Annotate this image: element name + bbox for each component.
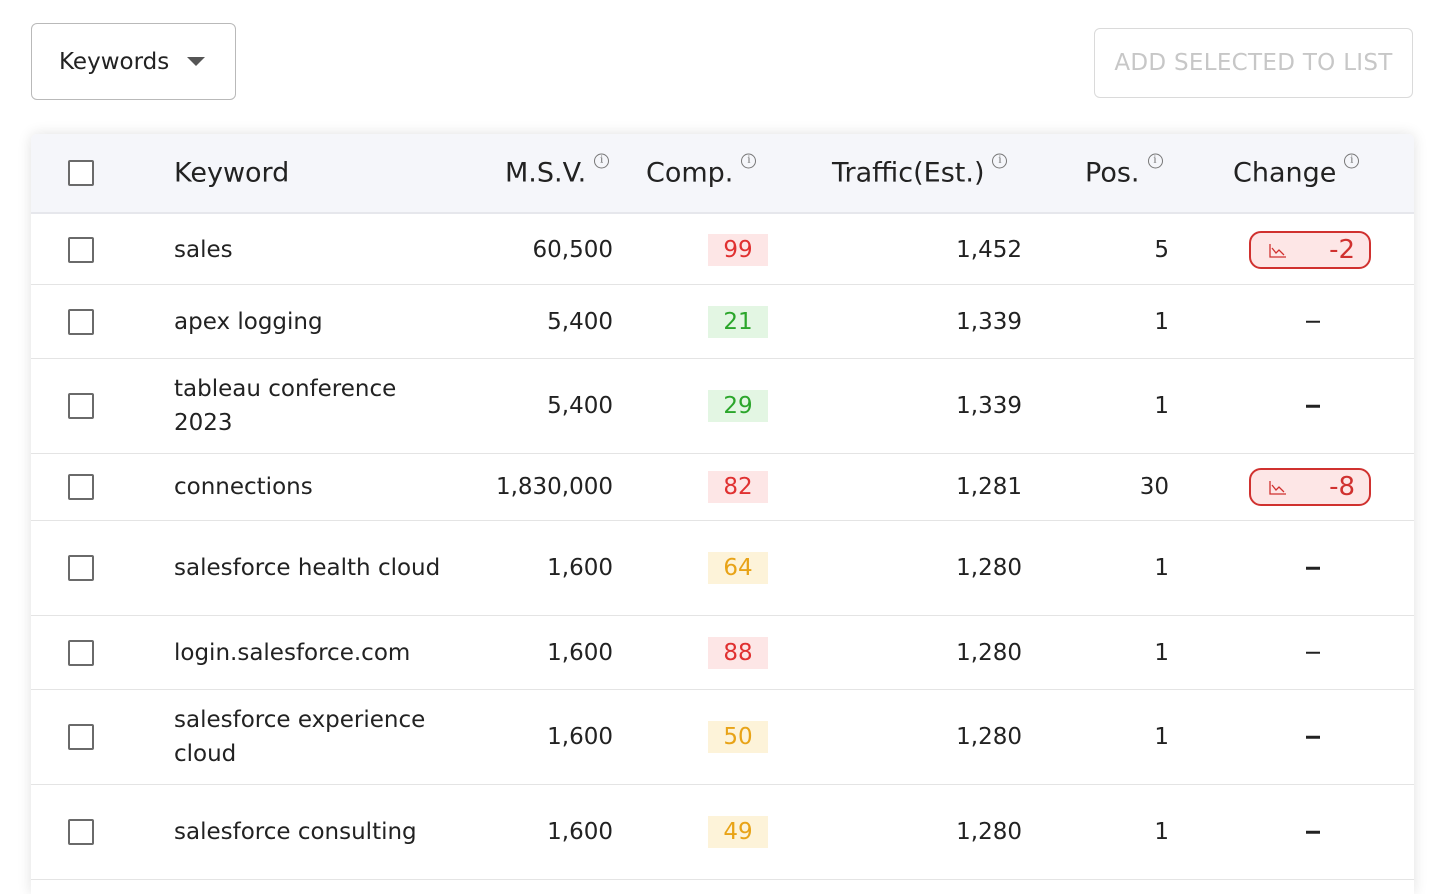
header-msv-label: M.S.V. bbox=[505, 157, 587, 189]
change-badge: -2 bbox=[1249, 231, 1371, 269]
traffic-cell: 1,280 bbox=[956, 724, 1022, 750]
info-icon[interactable]: i bbox=[741, 153, 757, 169]
info-icon[interactable]: i bbox=[1147, 153, 1163, 169]
keyword-cell[interactable]: login.salesforce.com bbox=[174, 639, 411, 666]
no-change-dash bbox=[1306, 830, 1320, 834]
position-cell: 5 bbox=[1154, 237, 1169, 263]
keyword-cell[interactable]: salesforce health cloud bbox=[174, 555, 441, 581]
no-change-dash bbox=[1306, 735, 1320, 739]
no-change-dash bbox=[1306, 320, 1320, 323]
keyword-cell[interactable]: tableau conference 2023 bbox=[174, 376, 397, 436]
header-comp[interactable]: Comp. i bbox=[646, 153, 757, 189]
traffic-cell: 1,280 bbox=[956, 819, 1022, 845]
add-selected-to-list-button[interactable]: ADD SELECTED TO LIST bbox=[1094, 28, 1413, 98]
row-checkbox[interactable] bbox=[68, 555, 94, 581]
position-cell: 1 bbox=[1154, 308, 1169, 335]
no-change-dash bbox=[1306, 566, 1320, 570]
info-icon[interactable]: i bbox=[992, 153, 1008, 169]
row-checkbox[interactable] bbox=[68, 819, 94, 845]
dropdown-label: Keywords bbox=[59, 48, 170, 75]
position-cell: 30 bbox=[1139, 474, 1169, 500]
table-header: Keyword M.S.V. i Comp. i Traffic(Est.) i… bbox=[31, 134, 1414, 214]
header-pos[interactable]: Pos. i bbox=[1085, 153, 1163, 189]
comp-badge: 88 bbox=[708, 636, 768, 669]
msv-cell: 1,600 bbox=[547, 819, 613, 845]
msv-cell: 60,500 bbox=[532, 237, 613, 263]
header-pos-label: Pos. bbox=[1085, 157, 1140, 189]
row-checkbox[interactable] bbox=[68, 393, 94, 419]
caret-down-icon bbox=[187, 57, 206, 66]
comp-badge: 49 bbox=[708, 816, 768, 848]
change-value: -8 bbox=[1329, 472, 1355, 502]
keyword-cell[interactable]: salesforce experience cloud bbox=[174, 707, 426, 767]
comp-badge: 50 bbox=[708, 721, 768, 753]
keyword-cell[interactable]: connections bbox=[174, 474, 313, 500]
table-row[interactable]: sales 60,500 99 1,452 5 -2 bbox=[31, 216, 1414, 285]
msv-cell: 5,400 bbox=[547, 308, 613, 335]
header-comp-label: Comp. bbox=[646, 157, 734, 189]
change-value: -2 bbox=[1329, 235, 1355, 265]
keywords-dropdown[interactable]: Keywords bbox=[31, 23, 236, 100]
position-cell: 1 bbox=[1154, 393, 1169, 419]
comp-badge: 64 bbox=[708, 552, 768, 584]
position-cell: 1 bbox=[1154, 555, 1169, 581]
msv-cell: 5,400 bbox=[547, 393, 613, 419]
info-icon[interactable]: i bbox=[594, 153, 610, 169]
table-row[interactable]: apex logging 5,400 21 1,339 1 bbox=[31, 285, 1414, 359]
trend-down-icon bbox=[1269, 244, 1286, 258]
keyword-cell[interactable]: sales bbox=[174, 237, 233, 263]
comp-badge: 29 bbox=[708, 390, 768, 422]
table-row[interactable]: salesforce experience cloud 1,600 50 1,280 1 bbox=[31, 690, 1414, 785]
info-icon[interactable]: i bbox=[1344, 153, 1360, 169]
table-row[interactable]: salesforce consulting 1,600 49 1,280 1 bbox=[31, 785, 1414, 880]
comp-badge: 99 bbox=[708, 234, 768, 266]
msv-cell: 1,830,000 bbox=[495, 474, 613, 500]
header-msv[interactable]: M.S.V. i bbox=[505, 153, 610, 189]
no-change-dash bbox=[1306, 404, 1320, 408]
header-traffic[interactable]: Traffic(Est.) i bbox=[832, 153, 1008, 189]
msv-cell: 1,600 bbox=[547, 724, 613, 750]
table-row[interactable]: tableau conference 2023 5,400 29 1,339 1 bbox=[31, 359, 1414, 454]
header-change[interactable]: Change i bbox=[1233, 153, 1360, 189]
header-keyword[interactable]: Keyword bbox=[174, 158, 289, 189]
traffic-cell: 1,280 bbox=[956, 555, 1022, 581]
position-cell: 1 bbox=[1154, 819, 1169, 845]
keyword-cell[interactable]: apex logging bbox=[174, 308, 323, 335]
row-checkbox[interactable] bbox=[68, 237, 94, 263]
comp-badge: 82 bbox=[708, 471, 768, 503]
position-cell: 1 bbox=[1154, 639, 1169, 666]
traffic-cell: 1,281 bbox=[956, 474, 1022, 500]
header-change-label: Change bbox=[1233, 157, 1337, 189]
row-checkbox[interactable] bbox=[68, 639, 94, 666]
traffic-cell: 1,339 bbox=[956, 308, 1022, 335]
table-row[interactable]: login.salesforce.com 1,600 88 1,280 1 bbox=[31, 616, 1414, 690]
comp-badge: 21 bbox=[708, 305, 768, 338]
header-traffic-label: Traffic(Est.) bbox=[832, 157, 985, 189]
change-badge: -8 bbox=[1249, 468, 1371, 506]
row-checkbox[interactable] bbox=[68, 474, 94, 500]
traffic-cell: 1,280 bbox=[956, 639, 1022, 666]
table-row[interactable]: connections 1,830,000 82 1,281 30 -8 bbox=[31, 454, 1414, 521]
row-checkbox[interactable] bbox=[68, 308, 94, 335]
select-all-checkbox[interactable] bbox=[68, 160, 94, 186]
msv-cell: 1,600 bbox=[547, 555, 613, 581]
trend-down-icon bbox=[1269, 481, 1286, 495]
keyword-cell[interactable]: salesforce consulting bbox=[174, 819, 417, 845]
position-cell: 1 bbox=[1154, 724, 1169, 750]
msv-cell: 1,600 bbox=[547, 639, 613, 666]
traffic-cell: 1,339 bbox=[956, 393, 1022, 419]
table-row[interactable]: salesforce health cloud 1,600 64 1,280 1 bbox=[31, 521, 1414, 616]
row-checkbox[interactable] bbox=[68, 724, 94, 750]
header-keyword-label: Keyword bbox=[174, 157, 290, 189]
keywords-table: Keyword M.S.V. i Comp. i Traffic(Est.) i… bbox=[31, 134, 1414, 894]
traffic-cell: 1,452 bbox=[956, 237, 1022, 263]
no-change-dash bbox=[1306, 651, 1320, 654]
